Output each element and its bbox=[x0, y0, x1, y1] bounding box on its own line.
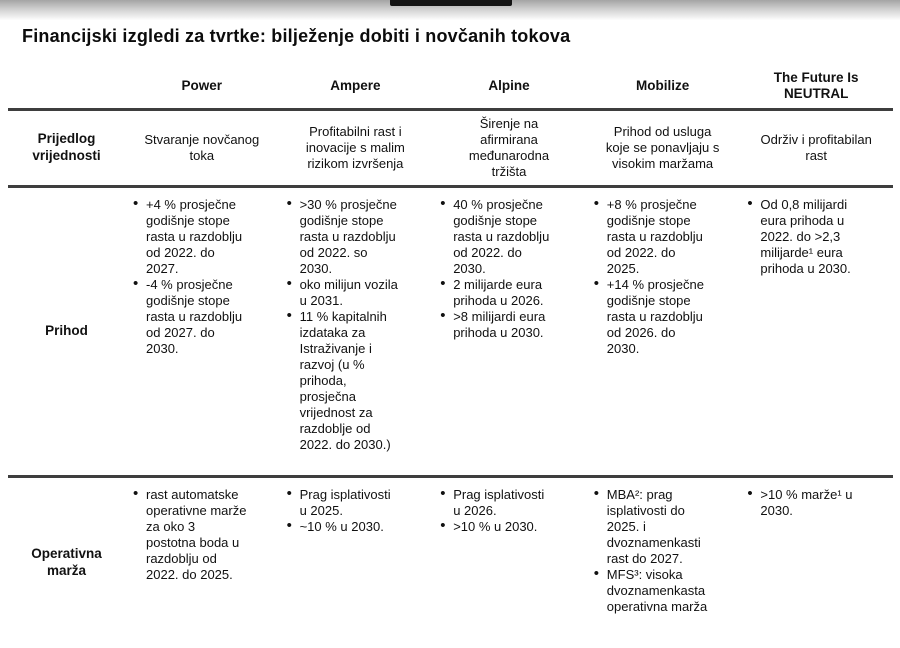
company-name: Mobilize bbox=[635, 77, 690, 93]
value-prop-alpine: Širenje na afirmirana međunarodna tržišt… bbox=[468, 115, 550, 180]
bullet-item: >10 % u 2030. bbox=[438, 518, 586, 535]
value-prop-mobilize: Prihod od usluga koje se ponavljaju s vi… bbox=[605, 123, 720, 172]
bullet-item: 11 % kapitalnih izdataka za Istraživanje… bbox=[285, 308, 433, 453]
bullet-item: >8 milijardi eura prihoda u 2030. bbox=[438, 308, 586, 341]
company-outlook-table: Power Ampere Alpine Mobilize The Future … bbox=[8, 64, 893, 648]
prihod-cell-future-is-neutral: Od 0,8 milijardi eura prihoda u 2022. do… bbox=[739, 188, 893, 475]
bullet-item: MFS³: visoka dvoznamenkasta operativna m… bbox=[592, 566, 740, 615]
bullet-list: +4 % prosječne godišnje stope rasta u ra… bbox=[131, 196, 279, 357]
bullet-list: >30 % prosječne godišnje stope rasta u r… bbox=[285, 196, 433, 453]
bullet-item: +14 % prosječne godišnje stope rasta u r… bbox=[592, 276, 740, 357]
marza-cell-power: rast automatske operativne marže za oko … bbox=[125, 478, 279, 648]
bullet-item: 2 milijarde eura prihoda u 2026. bbox=[438, 276, 586, 309]
row-label-operativna-marza: Operativna marža bbox=[31, 546, 102, 578]
bullet-item: >30 % prosječne godišnje stope rasta u r… bbox=[285, 196, 433, 277]
bullet-list: Prag isplativosti u 2025. ~10 % u 2030. bbox=[285, 486, 433, 535]
row-operativna-marza: Operativna marža rast automatske operati… bbox=[8, 475, 893, 648]
bullet-item: Od 0,8 milijardi eura prihoda u 2022. do… bbox=[745, 196, 893, 277]
company-header-power: Power bbox=[125, 78, 279, 94]
bullet-list: MBA²: prag isplativosti do 2025. i dvozn… bbox=[592, 486, 740, 615]
bullet-item: oko milijun vozila u 2031. bbox=[285, 276, 433, 309]
top-gradient-band bbox=[0, 0, 900, 20]
company-name: Power bbox=[181, 77, 223, 93]
marza-cell-mobilize: MBA²: prag isplativosti do 2025. i dvozn… bbox=[586, 478, 740, 648]
bullet-item: +4 % prosječne godišnje stope rasta u ra… bbox=[131, 196, 279, 277]
company-name: The Future Is NEUTRAL bbox=[773, 69, 859, 101]
window-handle-bar bbox=[390, 0, 512, 6]
bullet-item: rast automatske operativne marže za oko … bbox=[131, 486, 279, 583]
bullet-item: -4 % prosječne godišnje stope rasta u ra… bbox=[131, 276, 279, 357]
bullet-item: 40 % prosječne godišnje stope rasta u ra… bbox=[438, 196, 586, 277]
bullet-list: Od 0,8 milijardi eura prihoda u 2022. do… bbox=[745, 196, 893, 277]
row-prihod: Prihod +4 % prosječne godišnje stope ras… bbox=[8, 185, 893, 475]
prihod-cell-mobilize: +8 % prosječne godišnje stope rasta u ra… bbox=[586, 188, 740, 475]
bullet-list: Prag isplativosti u 2026. >10 % u 2030. bbox=[438, 486, 586, 535]
company-name: Alpine bbox=[488, 77, 530, 93]
company-header-mobilize: Mobilize bbox=[586, 78, 740, 94]
prihod-cell-power: +4 % prosječne godišnje stope rasta u ra… bbox=[125, 188, 279, 475]
row-label-prijedlog-vrijednosti: Prijedlog vrijednosti bbox=[32, 131, 101, 163]
marza-cell-ampere: Prag isplativosti u 2025. ~10 % u 2030. bbox=[279, 478, 433, 648]
company-header-ampere: Ampere bbox=[279, 78, 433, 94]
value-prop-ampere: Profitabilni rast i inovacije s malim ri… bbox=[305, 123, 405, 172]
bullet-item: Prag isplativosti u 2026. bbox=[438, 486, 586, 519]
prihod-cell-ampere: >30 % prosječne godišnje stope rasta u r… bbox=[279, 188, 433, 475]
value-prop-future-is-neutral: Održiv i profitabilan rast bbox=[760, 131, 872, 163]
bullet-list: +8 % prosječne godišnje stope rasta u ra… bbox=[592, 196, 740, 357]
page-title: Financijski izgledi za tvrtke: bilježenj… bbox=[22, 26, 571, 46]
prihod-cell-alpine: 40 % prosječne godišnje stope rasta u ra… bbox=[432, 188, 586, 475]
bullet-list: >10 % marže¹ u 2030. bbox=[745, 486, 893, 519]
bullet-item: ~10 % u 2030. bbox=[285, 518, 433, 535]
row-prijedlog-vrijednosti: Prijedlog vrijednosti Stvaranje novčanog… bbox=[8, 108, 893, 185]
table-header-row: Power Ampere Alpine Mobilize The Future … bbox=[8, 64, 893, 108]
bullet-item: >10 % marže¹ u 2030. bbox=[745, 486, 893, 519]
value-prop-power: Stvaranje novčanog toka bbox=[144, 131, 260, 163]
bullet-list: rast automatske operativne marže za oko … bbox=[131, 486, 279, 583]
bullet-item: +8 % prosječne godišnje stope rasta u ra… bbox=[592, 196, 740, 277]
company-header-future-is-neutral: The Future Is NEUTRAL bbox=[739, 70, 893, 103]
bullet-list: 40 % prosječne godišnje stope rasta u ra… bbox=[438, 196, 586, 341]
marza-cell-future-is-neutral: >10 % marže¹ u 2030. bbox=[739, 478, 893, 648]
bullet-item: Prag isplativosti u 2025. bbox=[285, 486, 433, 519]
marza-cell-alpine: Prag isplativosti u 2026. >10 % u 2030. bbox=[432, 478, 586, 648]
company-name: Ampere bbox=[330, 77, 381, 93]
bullet-item: MBA²: prag isplativosti do 2025. i dvozn… bbox=[592, 486, 740, 567]
row-label-prihod: Prihod bbox=[45, 323, 88, 339]
company-header-alpine: Alpine bbox=[432, 78, 586, 94]
